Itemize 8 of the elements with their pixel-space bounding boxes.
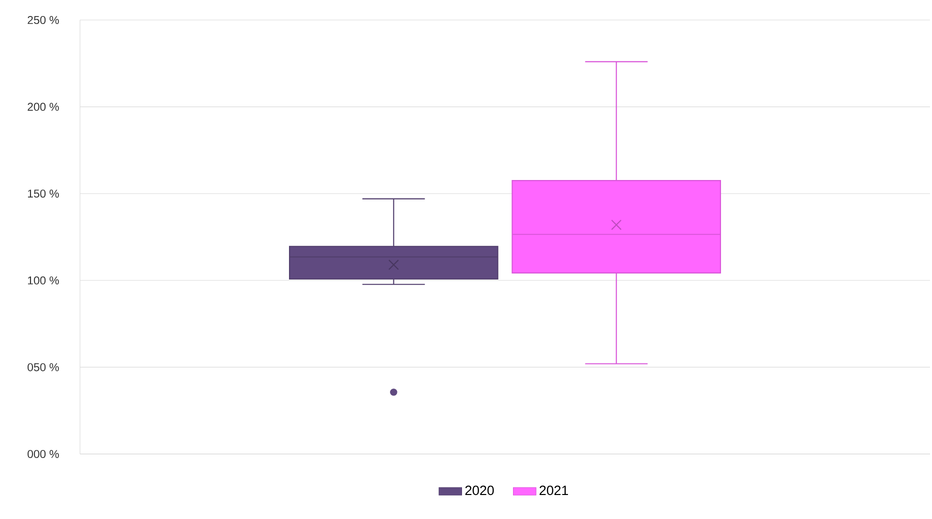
y-tick-label: 200 % [28, 102, 59, 111]
y-tick-label: 250 % [28, 16, 59, 24]
y-tick-label: 050 % [28, 363, 59, 372]
y-tick-label: 100 % [28, 276, 59, 284]
y-tick-label: 000 % [28, 450, 59, 458]
legend-label: 2020 [465, 486, 494, 496]
legend-label: 2021 [540, 486, 568, 496]
y-tick-label: 150 % [28, 190, 59, 198]
